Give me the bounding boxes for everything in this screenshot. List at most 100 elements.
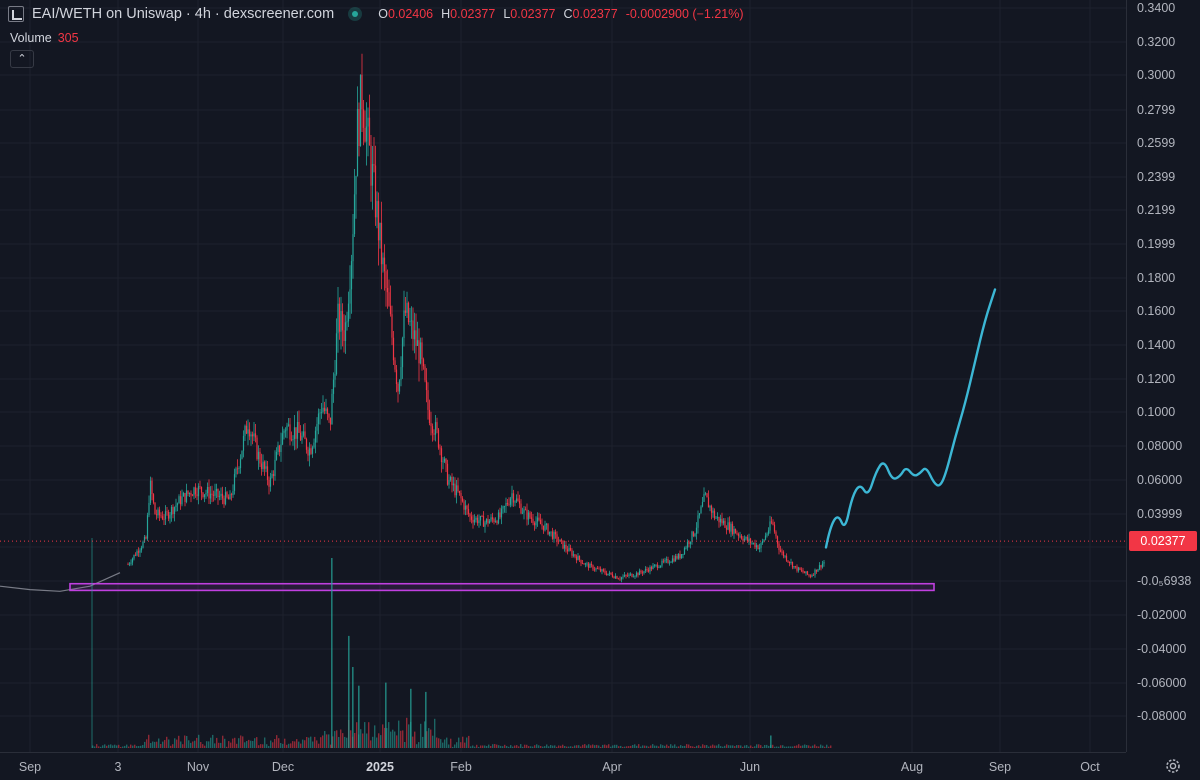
candle-body [458,491,461,493]
volume-bar [98,746,100,748]
candle-body [160,515,162,517]
price-tick-label: 0.3000 [1137,68,1176,82]
price-axis[interactable]: 0.3400 0.3200 0.3000 0.2799 0.2599 0.2399 0.21… [1126,0,1200,752]
candle-body [332,379,335,394]
candle-body [515,498,518,502]
candle-body [751,543,753,544]
volume-bar [486,746,488,748]
candle-body [241,450,243,459]
candle-body [538,517,540,520]
volume-bar [640,746,642,748]
volume-bar [326,734,328,748]
candle-body [352,234,354,262]
candle-body [422,359,425,367]
candle-body [202,492,204,497]
gear-icon[interactable] [1164,757,1182,775]
volume-bar [568,746,570,748]
candle-body [718,516,720,523]
candle-body [770,521,773,523]
candle-body [664,559,666,562]
volume-bar [238,738,240,748]
candle-body [812,575,815,576]
candle-body [238,468,240,469]
volume-bar [288,743,290,748]
volume-bar [690,746,692,748]
candle-body [317,413,320,424]
volume-bar [508,746,510,748]
volume-bar [632,745,634,748]
volume-bar [788,746,790,748]
volume-bar [152,741,154,748]
candle-body [419,342,422,364]
volume-bar [290,743,292,748]
candle-body [434,422,437,435]
volume-bar [210,737,212,748]
candle-body [443,458,446,462]
volume-bar [670,744,672,748]
price-chart[interactable] [0,0,1126,752]
volume-bar [92,745,94,748]
candle-body [329,417,332,425]
candle-body [551,531,554,539]
volume-bar [458,737,460,748]
candle-body [796,566,798,571]
volume-bar [342,733,344,748]
candle-body [781,551,783,553]
candle-body [383,257,386,272]
volume-bar [490,746,492,748]
candle-body [436,422,438,430]
volume-bar [540,746,542,748]
volume-bar [340,729,342,748]
candle-body [811,575,813,577]
candle-body [271,474,273,478]
candle-body [536,517,539,522]
volume-bar [484,745,486,748]
volume-bar [320,737,322,748]
volume-bar [562,744,564,748]
ohlc-open-value: 0.02406 [387,7,434,21]
candle-body [439,447,441,449]
candle-body [208,487,210,499]
volume-bar [216,737,218,748]
chart-pane[interactable] [0,0,1126,752]
candle-body [542,525,545,531]
candle-body [272,474,275,476]
candle-body [610,572,612,575]
volume-bar [414,731,416,748]
volume-bar [812,745,814,748]
collapse-legend-button[interactable]: ⌃ [10,50,34,68]
volume-bar [330,744,332,748]
candle-body [229,494,231,500]
time-axis[interactable]: Sep 3 Nov Dec 2025 Feb Apr Jun Aug Sep Oct [0,752,1126,780]
candle-body [527,512,530,520]
candle-body [574,554,576,557]
candle-body [700,506,702,514]
volume-bar [514,745,516,748]
volume-bar [400,730,402,748]
volume-bar [592,744,594,748]
candle-body [761,541,764,544]
candle-body [622,576,624,578]
volume-bar [464,742,466,748]
volume-bar [528,746,530,748]
volume-bar [678,746,680,748]
candle-body [463,501,465,510]
candle-body [299,432,302,441]
volume-bar-spike [348,635,350,748]
volume-bar [682,746,684,748]
candle-body [239,458,242,469]
candle-body [641,572,644,574]
ohlc-close-key: C [563,7,573,21]
price-tick-label: -0.02000 [1137,608,1187,622]
volume-bar [726,744,728,748]
candle-body [223,498,225,505]
time-tick-label: Sep [18,760,42,774]
volume-bar [732,745,734,748]
candle-body [298,422,300,433]
volume-bar [176,739,178,748]
volume-bar [758,744,760,748]
candle-body [382,257,384,265]
candle-body [548,531,551,535]
candle-body [194,487,197,495]
volume-bar [148,734,150,748]
